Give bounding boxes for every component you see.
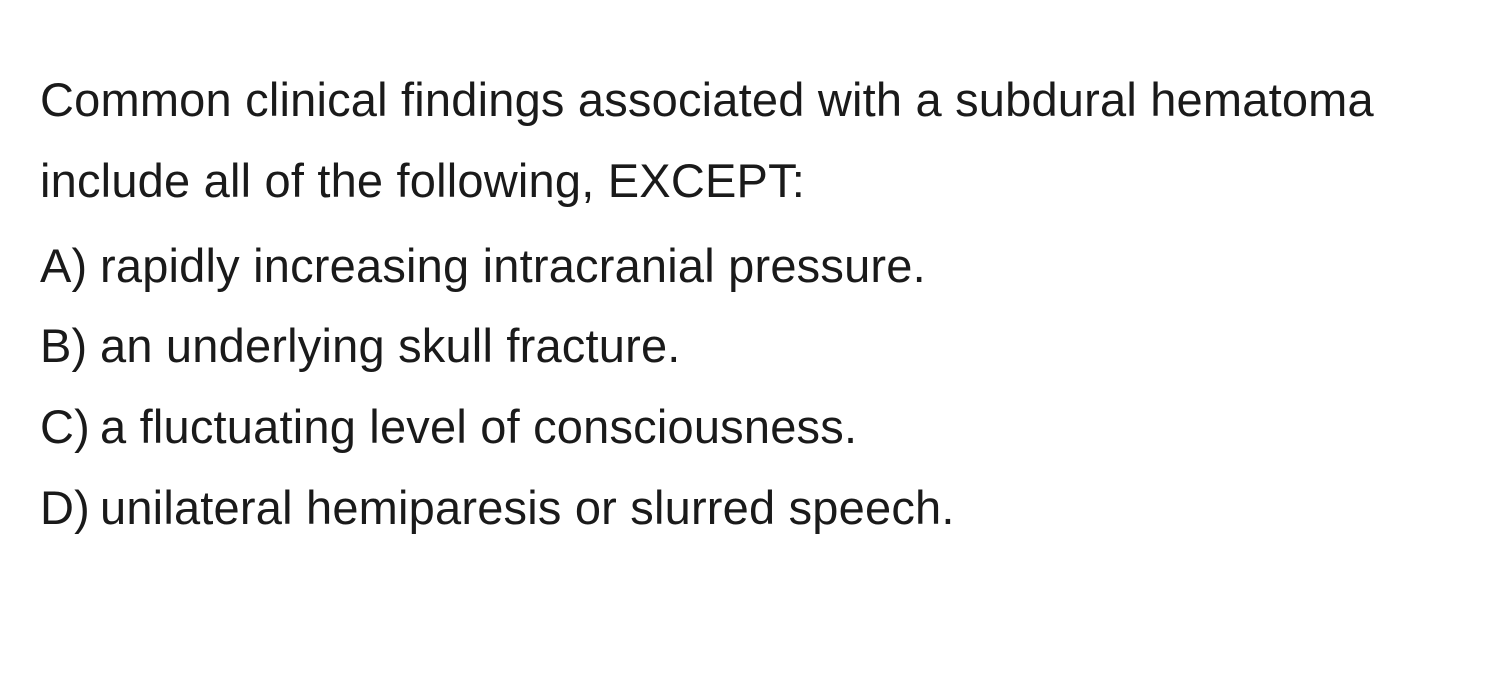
option-b-text: an underlying skull fracture.	[100, 306, 1460, 387]
option-a-text: rapidly increasing intracranial pressure…	[100, 226, 1460, 307]
option-d-text: unilateral hemiparesis or slurred speech…	[100, 468, 1460, 549]
option-b: B) an underlying skull fracture.	[40, 306, 1460, 387]
option-a: A) rapidly increasing intracranial press…	[40, 226, 1460, 307]
option-a-label: A)	[40, 226, 100, 307]
option-c-label: C)	[40, 387, 100, 468]
question-stem: Common clinical findings associated with…	[40, 60, 1460, 222]
option-c-text: a fluctuating level of consciousness.	[100, 387, 1460, 468]
option-d: D) unilateral hemiparesis or slurred spe…	[40, 468, 1460, 549]
option-c: C) a fluctuating level of consciousness.	[40, 387, 1460, 468]
option-d-label: D)	[40, 468, 100, 549]
option-b-label: B)	[40, 306, 100, 387]
question-container: Common clinical findings associated with…	[40, 60, 1460, 549]
